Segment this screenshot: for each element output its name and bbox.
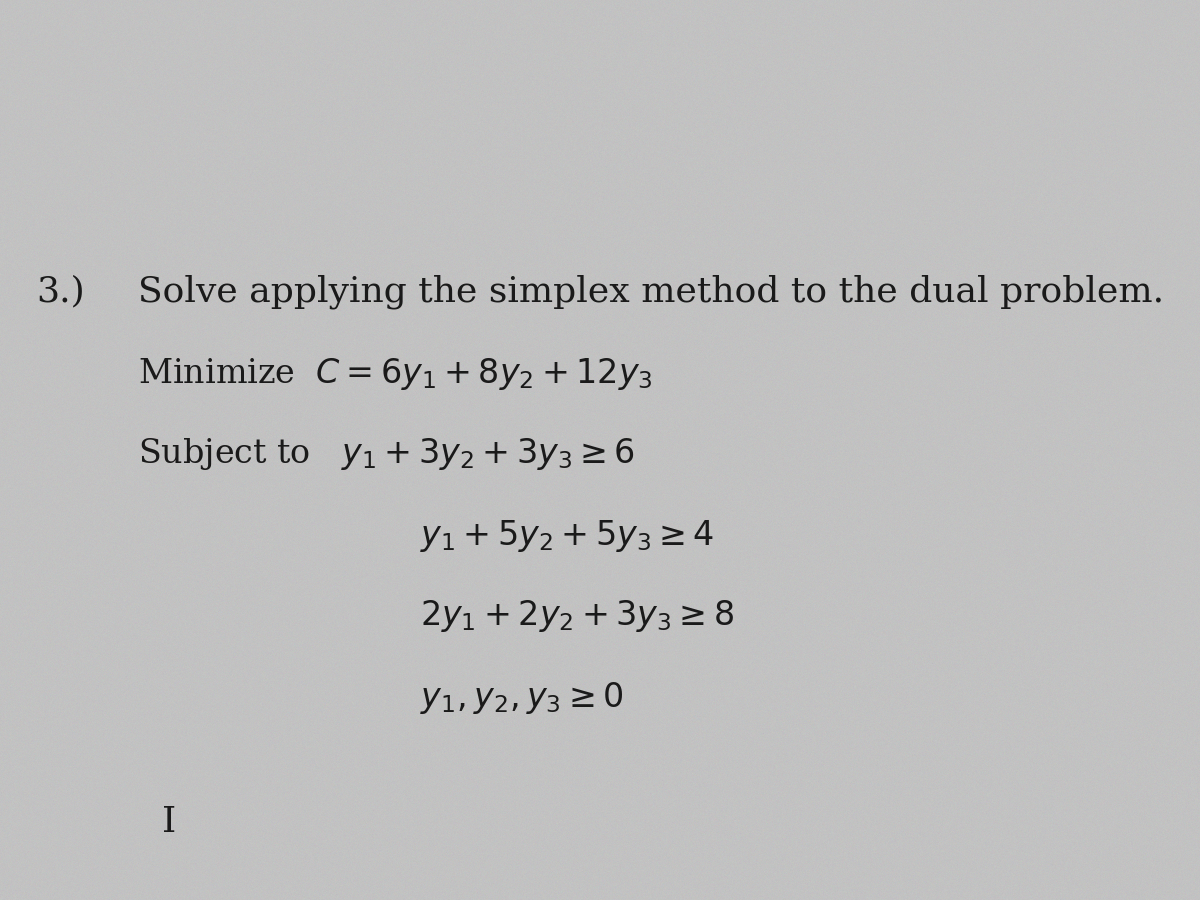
Text: Solve applying the simplex method to the dual problem.: Solve applying the simplex method to the… [138, 274, 1164, 309]
Text: Minimize  $C = 6y_1 + 8y_2 + 12y_3$: Minimize $C = 6y_1 + 8y_2 + 12y_3$ [138, 356, 653, 392]
Text: $2y_1 + 2y_2 + 3y_3 \geq 8$: $2y_1 + 2y_2 + 3y_3 \geq 8$ [420, 598, 734, 634]
Text: $y_1 + 5y_2 + 5y_3 \geq 4$: $y_1 + 5y_2 + 5y_3 \geq 4$ [420, 518, 714, 554]
Text: 3.): 3.) [36, 274, 85, 309]
Text: $y_1, y_2, y_3 \geq 0$: $y_1, y_2, y_3 \geq 0$ [420, 680, 624, 716]
Text: I: I [162, 806, 176, 840]
Text: Subject to   $y_1 + 3y_2 + 3y_3 \geq 6$: Subject to $y_1 + 3y_2 + 3y_3 \geq 6$ [138, 436, 635, 472]
